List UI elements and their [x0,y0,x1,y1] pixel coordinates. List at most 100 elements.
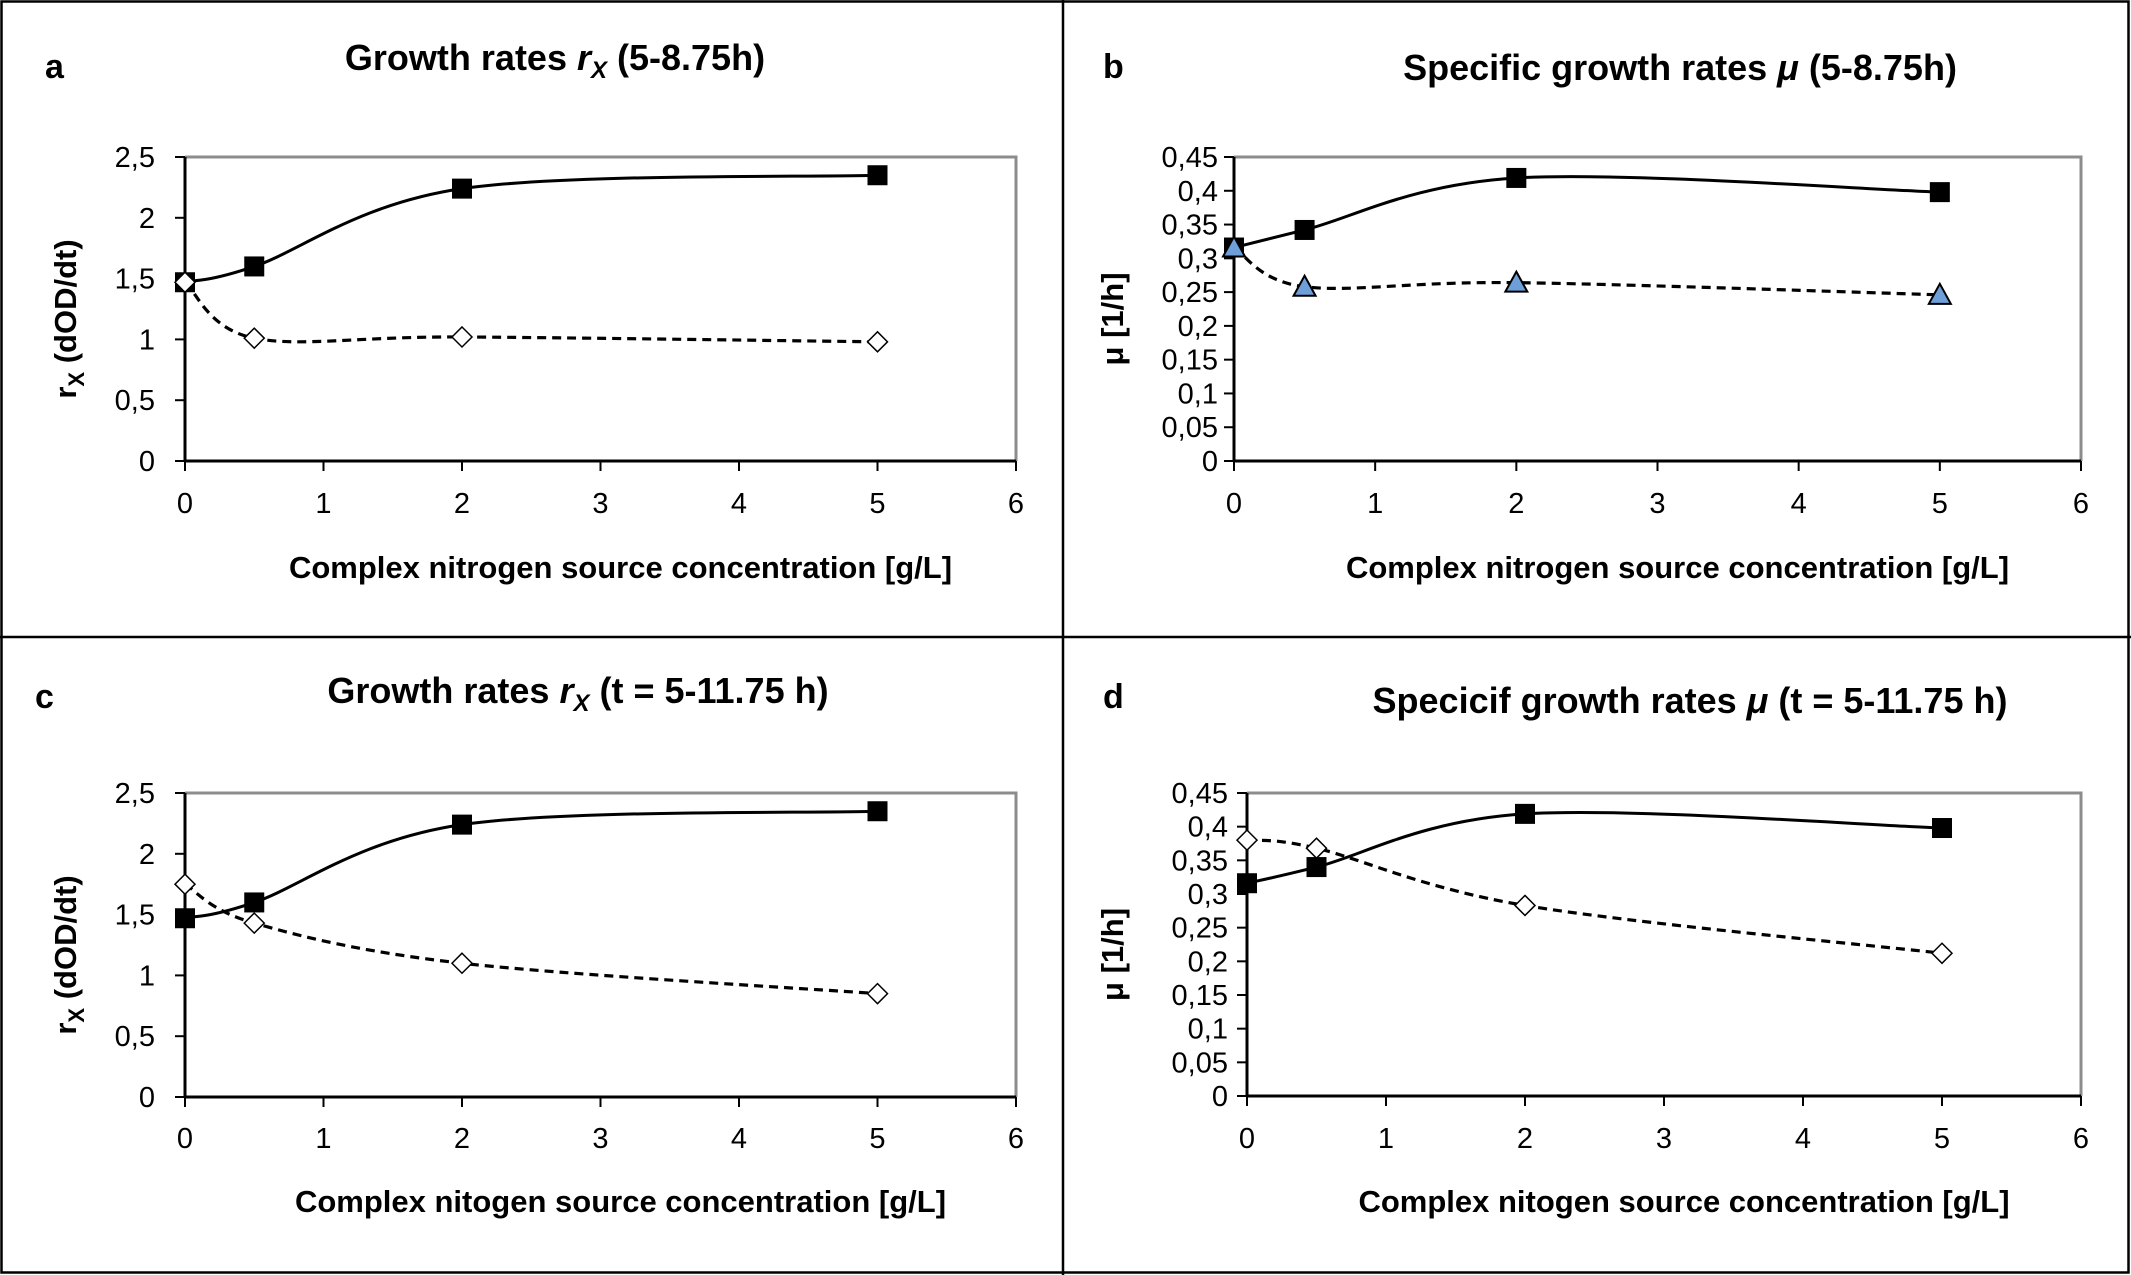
y-axis-label-main: r [48,387,83,399]
data-point-triangle [1503,269,1530,293]
data-point-square [1515,803,1535,824]
title-suffix: (5-8.75h) [607,37,765,78]
title-text: Growth rates [327,670,559,711]
data-point-square [1306,857,1327,878]
x-tick-label: 6 [1008,488,1024,520]
y-axis-label: rX (dOD/dt) [48,239,89,398]
y-tick-label: 0 [139,446,155,478]
data-point-square [452,178,472,199]
chart-title: Growth rates rX (t = 5-11.75 h) [327,670,828,717]
x-tick-label: 1 [1367,488,1383,520]
plot-area-border [185,155,1018,461]
y-tick-label: 2,5 [115,778,155,810]
title-symbol: μ [1776,47,1799,88]
y-axis-label-main: μ [1/h] [1095,272,1130,365]
plot-area-border [185,791,1018,1097]
chart-title: Growth rates rX (5-8.75h) [345,37,765,84]
x-tick-label: 6 [1008,1123,1024,1155]
y-tick-label: 0,1 [1178,378,1218,410]
series-line-open-diamonds [184,882,878,996]
x-tick-label: 1 [315,488,331,520]
x-tick-label: 0 [1239,1123,1255,1155]
y-tick-label: 0,05 [1162,412,1218,444]
data-point-triangle [1221,234,1247,258]
y-tick-label: 0,3 [1178,243,1218,275]
x-tick-label: 5 [1932,488,1948,520]
series-line-open-diamonds [1246,838,1943,955]
y-axis-label-suffix: (dOD/dt) [48,875,83,1008]
y-tick-label: 0,15 [1162,345,1218,377]
series-filled-squares [1237,803,1952,894]
y-tick-label: 0,5 [115,1021,155,1053]
title-symbol: r [577,37,593,78]
chart-panel-c: c Growth rates rX (t = 5-11.75 h)0 1 2 3 4 5 60… [35,670,1024,1219]
x-axis-label: Complex nitogen source concentration [g/… [1358,1184,2009,1219]
data-point-square [867,801,888,822]
data-point-square [244,892,265,913]
y-tick-label: 1,5 [115,900,155,932]
y-tick-label: 0,15 [1172,980,1228,1012]
y-tick-label: 0,2 [1178,311,1218,343]
x-tick-label: 2 [454,1123,470,1155]
y-axis-label-suffix: (dOD/dt) [48,239,83,372]
y-tick-label: 0,45 [1172,778,1228,810]
y-tick-label: 0 [139,1082,155,1114]
y-tick-label: 0,45 [1162,142,1218,174]
x-tick-label: 3 [1649,488,1665,520]
x-tick-label: 5 [1934,1123,1950,1155]
x-tick-label: 1 [315,1123,331,1155]
x-axis-label: Complex nitrogen source concentration [g… [289,550,952,585]
plot-area-border [1247,791,2083,1096]
panel-letter: a [45,48,65,86]
y-tick-label: 0,35 [1172,845,1228,877]
title-subscript: X [571,690,591,717]
y-tick-label: 0,5 [115,385,155,417]
data-point-diamond [866,330,889,353]
panel-letter: b [1103,48,1124,86]
y-axis-label-subscript: X [64,372,89,387]
y-tick-label: 0,35 [1162,210,1218,242]
x-axis-label: Complex nitogen source concentration [g/… [295,1184,946,1219]
data-point-triangle [1291,273,1318,297]
y-tick-label: 0 [1212,1081,1228,1113]
series-open-diamonds [173,271,889,353]
y-tick-label: 0,25 [1172,913,1228,945]
data-point-square [867,165,888,186]
data-point-square [244,256,265,277]
series-line-filled-squares [184,809,878,920]
x-tick-label: 5 [869,488,885,520]
data-point-diamond [450,325,474,349]
x-tick-label: 2 [1508,488,1524,520]
x-tick-label: 4 [731,488,747,520]
x-axis-label: Complex nitrogen source concentration [g… [1346,550,2009,585]
data-point-square [1932,818,1952,839]
data-point-diamond [243,327,266,350]
chart-panel-b: b Specific growth rates μ (5-8.75h) 0 1 2 3 4 5… [1095,47,2089,585]
panel-letter: d [1103,678,1124,716]
data-point-diamond [1930,942,1954,965]
y-tick-label: 0,4 [1178,176,1218,208]
series-open-diamonds [173,873,889,1005]
y-axis-label-main: μ [1/h] [1095,908,1130,1001]
x-tick-label: 5 [869,1123,885,1155]
title-suffix: (t = 5-11.75 h) [589,670,828,711]
y-axis-label: μ [1/h] [1095,272,1130,365]
x-tick-label: 0 [177,1123,193,1155]
x-tick-label: 2 [1517,1123,1533,1155]
x-tick-label: 2 [454,488,470,520]
y-tick-label: 0 [1202,446,1218,478]
y-tick-label: 0,25 [1162,277,1218,309]
data-point-diamond [173,873,197,896]
chart-panel-a: a Growth rates rX (5-8.75h)0 1 2 3 4 5 600,511,… [45,37,1024,585]
title-symbol: μ [1746,680,1769,721]
data-point-square [175,908,195,929]
y-tick-label: 1 [139,960,155,992]
series-line-filled-squares [1233,175,1940,249]
y-tick-label: 1,5 [115,264,155,296]
x-tick-label: 3 [592,1123,608,1155]
x-tick-label: 6 [2073,488,2089,520]
series-line-filled-squares [184,173,878,284]
x-tick-label: 3 [592,488,608,520]
x-tick-label: 4 [1791,488,1807,520]
